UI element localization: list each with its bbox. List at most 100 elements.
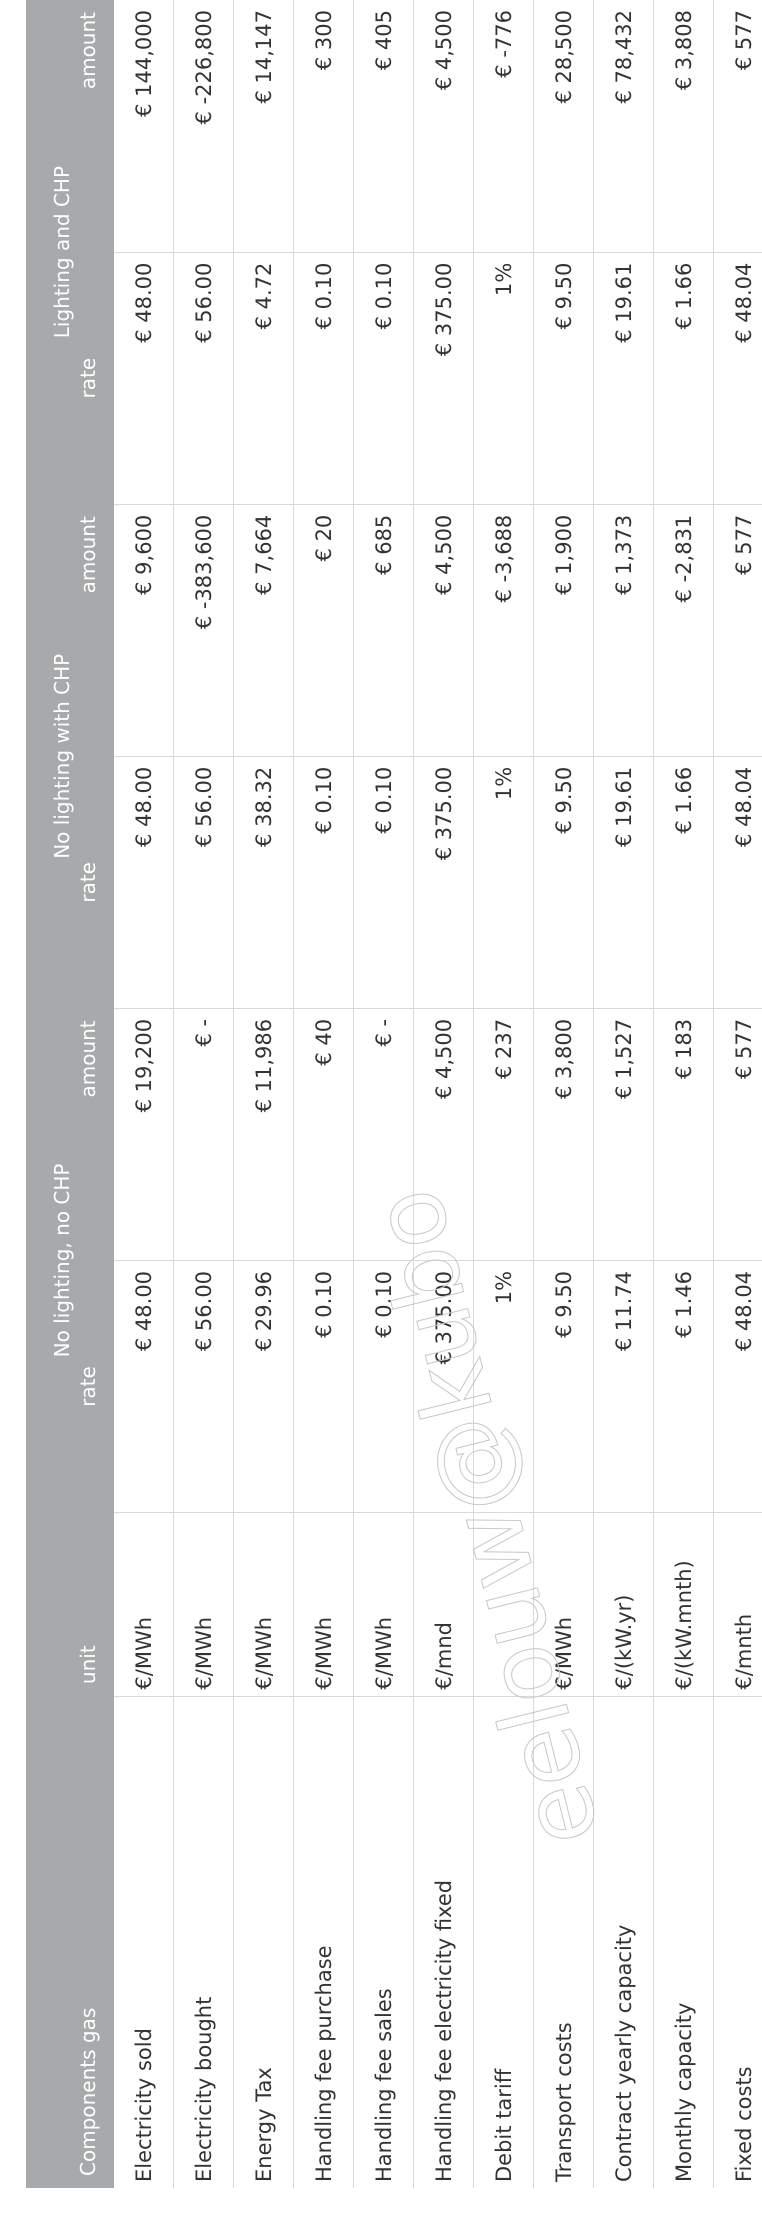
cell-amount: € 183 bbox=[653, 1008, 714, 1261]
cell-amount: € 4,500 bbox=[413, 1008, 474, 1261]
cell-unit: €/mnth bbox=[713, 1512, 762, 1697]
table-row: Handling fee purchase €/MWh € 0.10 € 40 € 0.… bbox=[293, 0, 354, 2188]
cell-amount: € 577 bbox=[713, 0, 762, 253]
header-rate: rate bbox=[76, 1260, 114, 1513]
table-row: Monthly capacity €/(kW.mnth) € 1.46 € 183 € … bbox=[653, 0, 714, 2188]
table-body: Electricity sold €/MWh € 48.00 € 19,200 € 48… bbox=[114, 0, 762, 2188]
header-amount: amount bbox=[76, 0, 114, 253]
cell-amount: € 1,900 bbox=[533, 504, 594, 757]
table-row: Debit tariff 1% € 237 1% € -3,688 1% € -776 bbox=[473, 0, 534, 2188]
cell-component: Handling fee sales bbox=[353, 1696, 414, 2188]
table-row: Fixed costs €/mnth € 48.04 € 577 € 48.04 € 57… bbox=[713, 0, 762, 2188]
group-header-no-lighting-no-chp: No lighting, no CHP bbox=[26, 1008, 76, 1513]
header-rate: rate bbox=[76, 252, 114, 505]
cell-rate: € 19.61 bbox=[593, 756, 654, 1009]
cell-rate: € 29.96 bbox=[233, 1260, 294, 1513]
header-row-columns: Components gas unit rate amount rate amo… bbox=[76, 0, 114, 2188]
cell-amount: € 3,800 bbox=[533, 1008, 594, 1261]
cell-rate: € 1.66 bbox=[653, 252, 714, 505]
cell-component: Handling fee electricity fixed bbox=[413, 1696, 474, 2188]
cell-component: Debit tariff bbox=[473, 1696, 534, 2188]
cell-amount: € 685 bbox=[353, 504, 414, 757]
header-amount: amount bbox=[76, 504, 114, 757]
cell-amount: € 577 bbox=[713, 1008, 762, 1261]
cell-amount: € 7,664 bbox=[233, 504, 294, 757]
header-rate: rate bbox=[76, 756, 114, 1009]
cell-amount: € 14,147 bbox=[233, 0, 294, 253]
cell-rate: € 48.00 bbox=[114, 1260, 174, 1513]
cell-unit: €/mnd bbox=[413, 1512, 474, 1697]
cell-unit bbox=[473, 1512, 534, 1697]
electricity-cost-table: No lighting, no CHP No lighting with CHP… bbox=[26, 0, 762, 2188]
group-header-lighting-and-chp: Lighting and CHP bbox=[26, 0, 76, 505]
cell-rate: € 38.32 bbox=[233, 756, 294, 1009]
cell-rate: € 0.10 bbox=[293, 252, 354, 505]
cell-rate: € 9.50 bbox=[533, 1260, 594, 1513]
cell-component: Handling fee purchase bbox=[293, 1696, 354, 2188]
cell-amount: € 28,500 bbox=[533, 0, 594, 253]
cell-rate: € 0.10 bbox=[353, 756, 414, 1009]
cell-amount: € 577 bbox=[713, 504, 762, 757]
header-amount: amount bbox=[76, 1008, 114, 1261]
cell-rate: € 48.04 bbox=[713, 756, 762, 1009]
cell-rate: € 0.10 bbox=[293, 1260, 354, 1513]
cell-rate: 1% bbox=[473, 756, 534, 1009]
cell-amount: € 405 bbox=[353, 0, 414, 253]
cell-amount: € 1,373 bbox=[593, 504, 654, 757]
table-row: Energy Tax €/MWh € 29.96 € 11,986 € 38.32 € 7… bbox=[233, 0, 294, 2188]
table-row: Handling fee electricity fixed €/mnd € 375… bbox=[413, 0, 474, 2188]
cell-amount: € 9,600 bbox=[114, 504, 174, 757]
cell-amount: € 144,000 bbox=[114, 0, 174, 253]
cell-unit: €/MWh bbox=[173, 1512, 234, 1697]
cell-rate: € 48.04 bbox=[713, 252, 762, 505]
cell-rate: € 9.50 bbox=[533, 756, 594, 1009]
cell-amount: € 78,432 bbox=[593, 0, 654, 253]
table-row: Transport costs €/MWh € 9.50 € 3,800 € 9.50 €… bbox=[533, 0, 594, 2188]
cell-amount: € - bbox=[353, 1008, 414, 1261]
cell-component: Monthly capacity bbox=[653, 1696, 714, 2188]
cell-unit: €/MWh bbox=[353, 1512, 414, 1697]
cell-amount: € 4,500 bbox=[413, 504, 474, 757]
cell-rate: € 48.00 bbox=[114, 252, 174, 505]
cell-rate: € 56.00 bbox=[173, 1260, 234, 1513]
cell-rate: € 1.66 bbox=[653, 756, 714, 1009]
cell-amount: € 20 bbox=[293, 504, 354, 757]
cell-rate: € 375.00 bbox=[413, 1260, 474, 1513]
header-components: Components gas bbox=[76, 1696, 114, 2188]
header-unit: unit bbox=[76, 1512, 114, 1697]
cell-amount: € 11,986 bbox=[233, 1008, 294, 1261]
cell-rate: € 48.00 bbox=[114, 756, 174, 1009]
cell-rate: € 19.61 bbox=[593, 252, 654, 505]
cell-component: Fixed costs bbox=[713, 1696, 762, 2188]
cell-rate: € 11.74 bbox=[593, 1260, 654, 1513]
cell-amount: € -2,831 bbox=[653, 504, 714, 757]
cell-rate: € 56.00 bbox=[173, 252, 234, 505]
cell-rate: 1% bbox=[473, 252, 534, 505]
cell-unit: €/(kW.mnth) bbox=[653, 1512, 714, 1697]
cell-amount: € 300 bbox=[293, 0, 354, 253]
cell-unit: €/MWh bbox=[533, 1512, 594, 1697]
cell-unit: €/MWh bbox=[293, 1512, 354, 1697]
cell-amount: € -776 bbox=[473, 0, 534, 253]
cell-amount: € 19,200 bbox=[114, 1008, 174, 1261]
cell-rate: € 0.10 bbox=[353, 1260, 414, 1513]
cell-component: Electricity bought bbox=[173, 1696, 234, 2188]
cell-rate: € 9.50 bbox=[533, 252, 594, 505]
cell-amount: € -383,600 bbox=[173, 504, 234, 757]
table-row: Contract yearly capacity €/(kW.yr) € 11.74… bbox=[593, 0, 654, 2188]
table-row: Electricity bought €/MWh € 56.00 € - € 56.00… bbox=[173, 0, 234, 2188]
cell-component: Electricity sold bbox=[114, 1696, 174, 2188]
cell-component: Contract yearly capacity bbox=[593, 1696, 654, 2188]
cell-unit: €/(kW.yr) bbox=[593, 1512, 654, 1697]
group-header-no-lighting-with-chp: No lighting with CHP bbox=[26, 504, 76, 1009]
cell-unit: €/MWh bbox=[114, 1512, 174, 1697]
cell-rate: € 4.72 bbox=[233, 252, 294, 505]
cell-amount: € 237 bbox=[473, 1008, 534, 1261]
cell-amount: € 3,808 bbox=[653, 0, 714, 253]
cell-rate: € 0.10 bbox=[293, 756, 354, 1009]
cell-unit: €/MWh bbox=[233, 1512, 294, 1697]
table-row: Electricity sold €/MWh € 48.00 € 19,200 € 48… bbox=[114, 0, 174, 2188]
cell-rate: € 375.00 bbox=[413, 252, 474, 505]
cell-rate: € 375.00 bbox=[413, 756, 474, 1009]
